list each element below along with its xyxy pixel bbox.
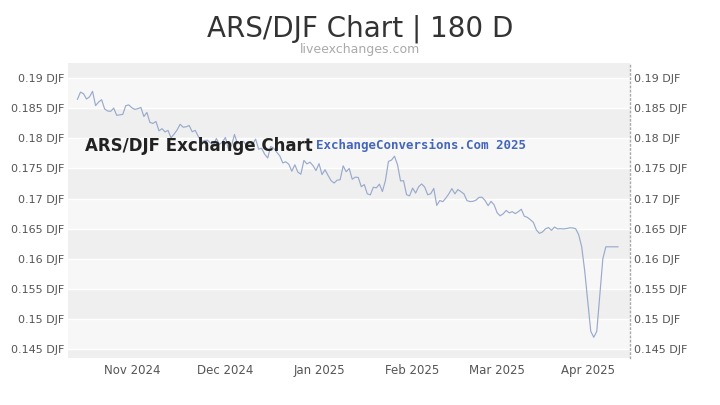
Bar xyxy=(68,138,630,168)
Text: ARS/DJF Chart | 180 D: ARS/DJF Chart | 180 D xyxy=(207,14,513,43)
Bar xyxy=(68,319,630,350)
Text: ExchangeConversions.Com 2025: ExchangeConversions.Com 2025 xyxy=(315,139,526,152)
Bar xyxy=(68,198,630,229)
Text: ARS/DJF Exchange Chart: ARS/DJF Exchange Chart xyxy=(85,136,313,155)
Text: liveexchanges.com: liveexchanges.com xyxy=(300,43,420,55)
Bar xyxy=(68,78,630,108)
Bar xyxy=(68,259,630,289)
